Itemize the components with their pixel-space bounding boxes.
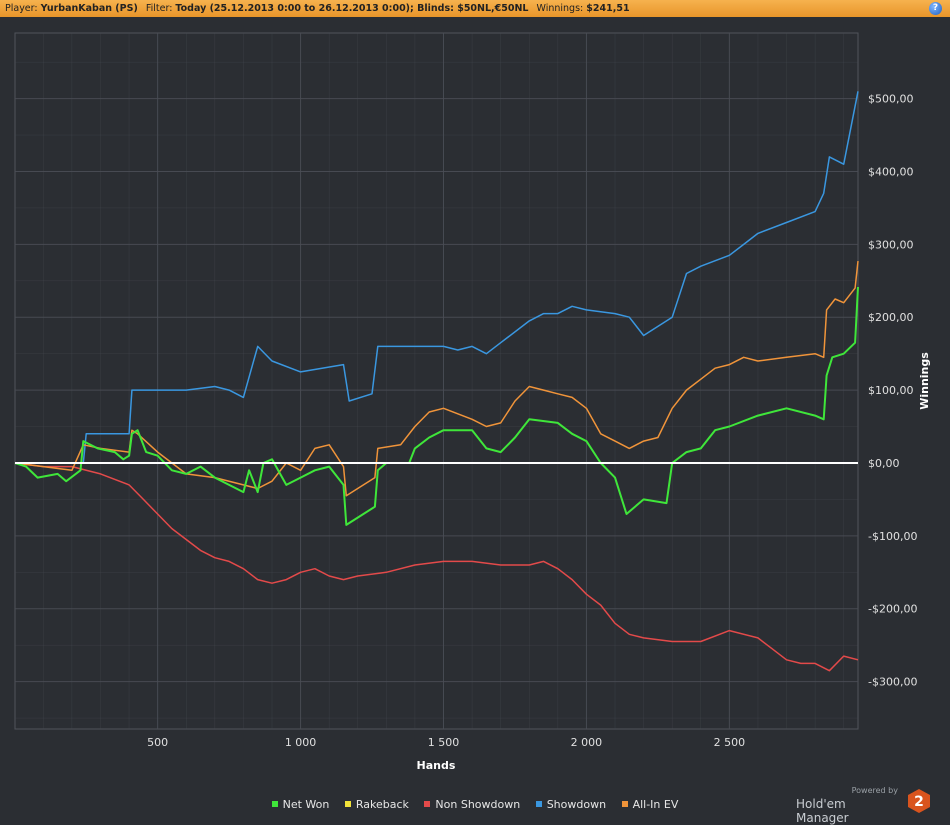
y-axis-ticks: $500,00 $400,00 $300,00 $200,00 $100,00 $0,00…	[868, 93, 917, 689]
y-tick-label: -$300,00	[868, 676, 917, 689]
legend-item-allin-ev[interactable]: All-In EV	[621, 798, 679, 811]
y-tick-label: -$200,00	[868, 603, 917, 616]
y-tick-label: $200,00	[868, 311, 914, 324]
series-line-net-won	[14, 286, 859, 526]
legend-swatch	[621, 801, 628, 807]
player-value: YurbanKaban (PS)	[40, 3, 138, 14]
legend-label: Non Showdown	[435, 798, 521, 811]
chart-legend: Net Won Rakeback Non Showdown Showdown A…	[0, 798, 950, 811]
legend-item-non-showdown[interactable]: Non Showdown	[424, 798, 520, 811]
y-tick-label: $400,00	[868, 165, 914, 178]
y-tick-label: $0,00	[868, 457, 900, 470]
y-tick-label: $300,00	[868, 238, 914, 251]
series-line-allin-ev	[14, 261, 859, 497]
legend-swatch	[535, 801, 542, 807]
x-tick-label: 1 500	[428, 736, 460, 749]
grid-lines	[15, 33, 858, 729]
winnings-graph[interactable]: 500 1 000 1 500 2 000 2 500 $500,00 $400,00 $3…	[0, 17, 950, 792]
x-tick-label: 500	[147, 736, 168, 749]
winnings-label: Winnings:	[536, 3, 584, 14]
branding: Powered by Hold'em Manager 2	[796, 786, 936, 825]
series-line-showdown	[15, 91, 859, 464]
legend-label: Showdown	[546, 798, 607, 811]
y-tick-label: $100,00	[868, 384, 914, 397]
x-axis-ticks: 500 1 000 1 500 2 000 2 500	[147, 736, 745, 749]
legend-label: Net Won	[282, 798, 330, 811]
logo-text: 2	[914, 794, 924, 810]
hm2-logo-icon: 2	[908, 789, 930, 813]
x-axis-title: Hands	[417, 759, 456, 772]
player-label: Player:	[5, 3, 38, 14]
plot-area	[14, 32, 859, 730]
legend-label: All-In EV	[632, 798, 679, 811]
powered-by-text: Powered by	[851, 786, 898, 795]
x-tick-label: 1 000	[285, 736, 317, 749]
winnings-value: $241,51	[586, 3, 630, 14]
x-tick-label: 2 500	[714, 736, 746, 749]
filter-info-bar: Player: YurbanKaban (PS) Filter: Today (…	[0, 0, 950, 17]
y-tick-label: $500,00	[868, 93, 914, 106]
filter-value: Today (25.12.2013 0:00 to 26.12.2013 0:0…	[175, 3, 529, 14]
y-tick-label: -$100,00	[868, 530, 917, 543]
x-tick-label: 2 000	[571, 736, 603, 749]
filter-label: Filter:	[145, 3, 173, 14]
legend-item-rakeback[interactable]: Rakeback	[344, 798, 409, 811]
help-icon[interactable]: ?	[929, 2, 942, 15]
series-line-non-showdown	[14, 462, 859, 672]
legend-swatch	[424, 801, 431, 807]
legend-item-showdown[interactable]: Showdown	[535, 798, 607, 811]
product-name: Hold'em Manager	[796, 797, 849, 825]
legend-swatch	[271, 801, 278, 807]
legend-swatch	[344, 801, 351, 807]
legend-item-net-won[interactable]: Net Won	[271, 798, 330, 811]
series-lines	[14, 91, 859, 672]
y-axis-title: Winnings	[918, 352, 931, 410]
legend-label: Rakeback	[355, 798, 409, 811]
